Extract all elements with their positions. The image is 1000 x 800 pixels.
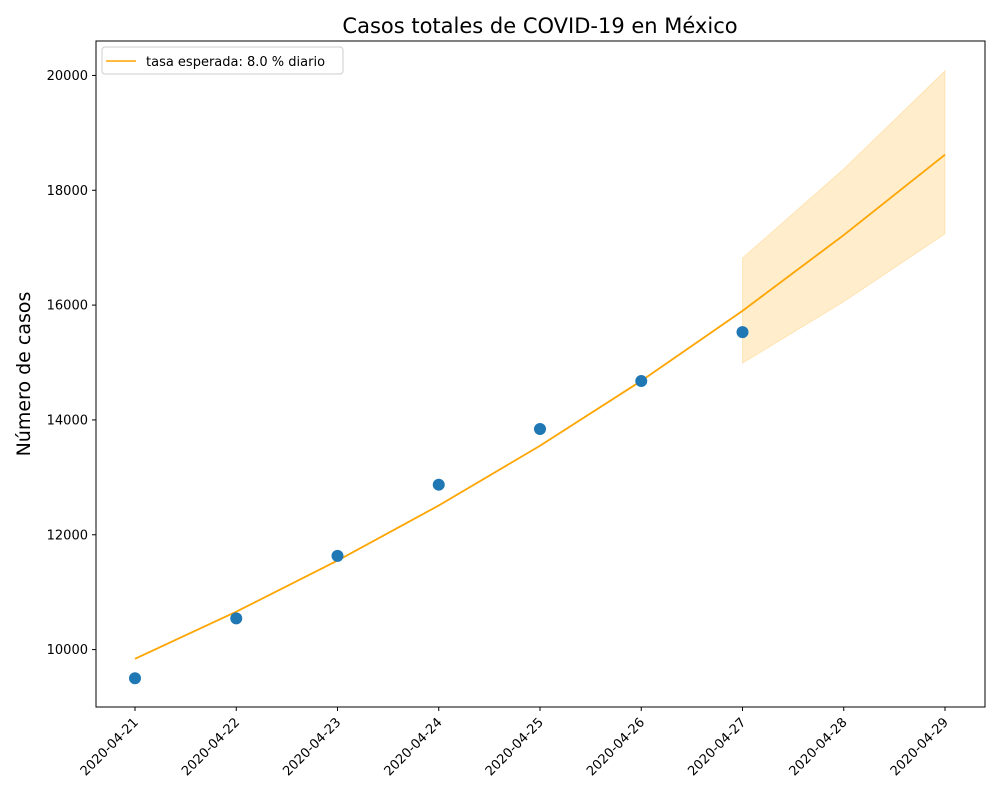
chart-title: Casos totales de COVID-19 en México	[342, 14, 737, 38]
data-point	[129, 672, 141, 685]
y-tick-label: 16000	[47, 299, 88, 314]
y-tick-label: 14000	[47, 413, 88, 428]
x-tick-label: 2020-04-28	[787, 715, 851, 779]
confidence-band	[742, 69, 946, 364]
x-tick-label: 2020-04-29	[888, 715, 952, 779]
y-tick-label: 18000	[47, 184, 88, 199]
x-tick-label: 2020-04-27	[685, 715, 749, 779]
legend: tasa esperada: 8.0 % diario	[101, 46, 344, 75]
expected-rate-line	[134, 153, 946, 660]
x-tick-label: 2020-04-22	[179, 715, 243, 779]
data-point	[331, 549, 344, 562]
y-axis: 10000 12000 14000 16000 18000 20000	[47, 69, 96, 658]
data-point	[432, 478, 445, 491]
x-tick-label: 2020-04-24	[382, 715, 446, 779]
plot-frame	[95, 40, 986, 708]
y-tick-label: 12000	[47, 528, 88, 543]
legend-label: tasa esperada: 8.0 % diario	[146, 55, 325, 70]
line-layer	[134, 153, 946, 660]
y-tick-label: 20000	[47, 69, 88, 84]
y-tick-label: 10000	[47, 643, 88, 658]
x-tick-label: 2020-04-25	[483, 715, 547, 779]
x-tick-label: 2020-04-21	[78, 715, 142, 779]
x-tick-label: 2020-04-26	[584, 715, 648, 779]
confidence-band-layer	[742, 69, 946, 364]
legend-box	[101, 46, 344, 75]
y-axis-label: Número de casos	[13, 292, 35, 457]
scatter-layer	[129, 326, 749, 685]
x-axis: 2020-04-21 2020-04-22 2020-04-23 2020-04-24…	[78, 707, 952, 779]
data-point	[534, 423, 546, 436]
data-point	[736, 326, 749, 339]
data-point	[230, 612, 243, 625]
x-tick-label: 2020-04-23	[280, 715, 344, 779]
data-point	[635, 375, 648, 388]
